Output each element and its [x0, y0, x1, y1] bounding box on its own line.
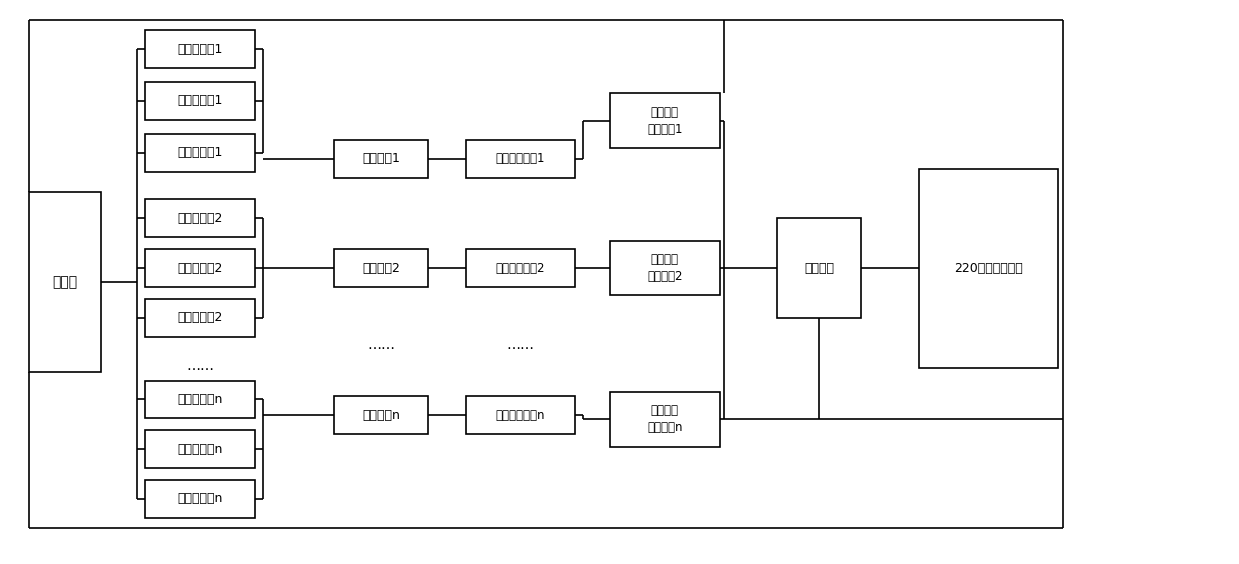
- Text: 电机驱动模块1: 电机驱动模块1: [496, 152, 545, 165]
- Bar: [145, 299, 255, 337]
- Bar: [145, 82, 255, 120]
- Bar: [466, 249, 575, 287]
- Bar: [145, 430, 255, 468]
- Text: ……: ……: [367, 338, 395, 352]
- Bar: [466, 396, 575, 434]
- Bar: [145, 134, 255, 171]
- Bar: [466, 140, 575, 178]
- Bar: [145, 249, 255, 287]
- Text: 转矩传感器2: 转矩传感器2: [177, 212, 223, 225]
- Text: 拉力传感器1: 拉力传感器1: [177, 146, 223, 159]
- Bar: [610, 392, 720, 447]
- Bar: [777, 218, 861, 318]
- Text: 电压电流
检测模块n: 电压电流 检测模块n: [647, 404, 683, 434]
- Text: 转矩传感器n: 转矩传感器n: [177, 393, 223, 406]
- Text: 转矩传感器1: 转矩传感器1: [177, 43, 223, 56]
- Text: ……: ……: [507, 338, 534, 352]
- Bar: [145, 381, 255, 418]
- Text: ……: ……: [186, 359, 214, 373]
- Bar: [145, 480, 255, 518]
- Bar: [28, 192, 100, 372]
- Bar: [335, 140, 429, 178]
- Bar: [610, 94, 720, 148]
- Text: 上位机: 上位机: [52, 275, 77, 289]
- Text: 微控制器: 微控制器: [804, 262, 834, 275]
- Text: 电压电流
检测模块2: 电压电流 检测模块2: [647, 253, 683, 283]
- Bar: [145, 200, 255, 237]
- Bar: [918, 169, 1058, 368]
- Text: 电机驱动模块2: 电机驱动模块2: [496, 262, 545, 275]
- Text: 待测电机2: 待测电机2: [362, 262, 400, 275]
- Bar: [610, 241, 720, 296]
- Text: 220交流稳压电源: 220交流稳压电源: [954, 262, 1022, 275]
- Bar: [335, 396, 429, 434]
- Text: 转速传感器1: 转速传感器1: [177, 94, 223, 107]
- Bar: [335, 249, 429, 287]
- Text: 转速传感器2: 转速传感器2: [177, 262, 223, 275]
- Text: 待测电机1: 待测电机1: [362, 152, 400, 165]
- Text: 电压电流
检测模块1: 电压电流 检测模块1: [647, 106, 683, 136]
- Text: 转速传感器n: 转速传感器n: [177, 443, 223, 456]
- Text: 待测电机n: 待测电机n: [362, 409, 400, 422]
- Text: 电机驱动模块n: 电机驱动模块n: [496, 409, 545, 422]
- Bar: [145, 30, 255, 68]
- Text: 拉力传感器2: 拉力传感器2: [177, 311, 223, 324]
- Text: 拉力传感器n: 拉力传感器n: [177, 492, 223, 505]
